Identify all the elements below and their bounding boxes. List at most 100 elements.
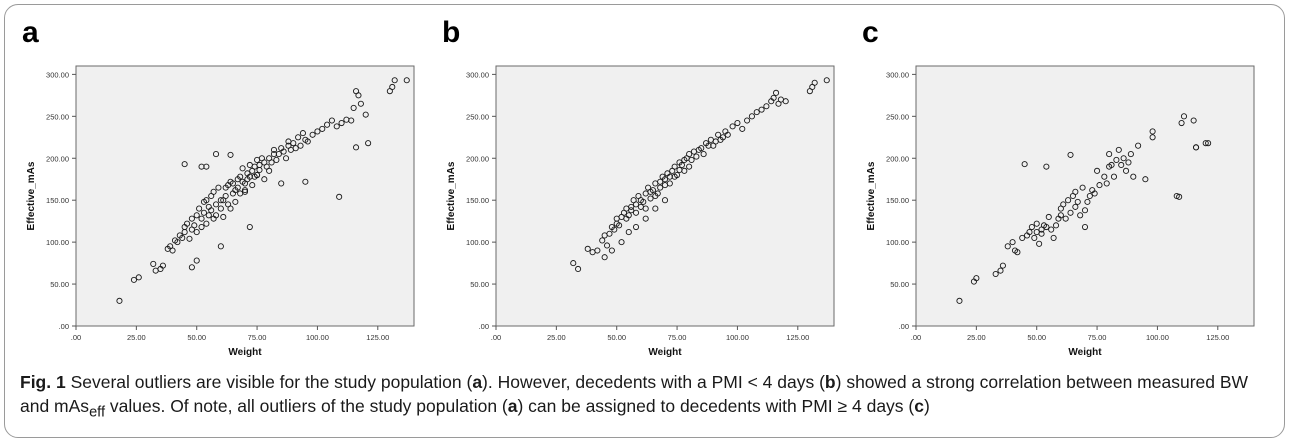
y-tick-label: 50.00 [890,280,909,289]
data-point [661,197,669,204]
data-point [1142,176,1149,183]
x-tick-label: 50.00 [1027,333,1046,342]
data-point [362,111,369,118]
data-point [604,242,611,249]
data-point [1149,134,1156,141]
data-point [355,92,362,99]
data-point [270,146,278,153]
data-point [203,220,210,227]
scatter-chart-a: .00 50.00 100.00 150.00 200.00 250.00 300.00 .0… [26,65,415,358]
data-point [193,257,200,264]
data-point [758,106,765,113]
data-point [333,123,340,130]
x-axis-label: Weight [1068,347,1102,358]
data-point [686,163,693,170]
x-tick-label: 75.00 [668,333,687,342]
plot-area [75,65,415,327]
data-point [1057,212,1064,219]
data-point [686,151,693,158]
data-point [184,220,191,227]
y-tick-label: .00 [479,322,489,331]
data-point [1096,182,1103,189]
y-tick-label: .00 [59,322,69,331]
data-point [1115,146,1122,153]
data-point [186,235,193,242]
data-point [642,215,649,222]
caption-ref-a: a [472,372,483,392]
data-point [719,134,726,141]
data-point [212,151,220,158]
y-tick-label: 250.00 [46,112,69,121]
data-point [130,276,137,283]
data-point [956,297,963,304]
x-tick-label: .00 [491,333,501,342]
data-point [601,254,608,261]
data-point [1106,151,1113,158]
x-tick-label: 25.00 [127,333,146,342]
data-point [159,262,166,269]
y-tick-label: 150.00 [46,196,69,205]
data-point [1113,156,1120,163]
data-point [575,265,582,273]
x-tick-label: 125.00 [786,333,809,342]
data-point [1135,142,1142,149]
data-point [678,161,685,169]
data-point [217,197,224,204]
data-point [1048,226,1055,233]
data-point [1176,193,1183,200]
data-point [999,262,1006,269]
data-point [661,176,669,183]
data-point [1050,234,1057,241]
data-point [642,205,649,212]
data-point [625,229,632,236]
y-tick-label: 100.00 [46,238,69,247]
data-point [282,155,290,162]
data-point [1091,190,1098,197]
data-point [292,145,299,152]
data-point [1067,151,1074,158]
data-point [268,159,275,166]
y-tick-label: 100.00 [886,238,909,247]
data-point [1205,140,1212,147]
data-point [666,180,673,187]
y-tick-label: 200.00 [466,154,489,163]
data-point [188,215,195,222]
data-point [324,121,331,128]
data-point [174,239,181,246]
data-point [753,109,760,116]
data-point [652,205,659,212]
data-point [256,161,263,169]
data-point [239,165,246,172]
data-point [625,212,632,219]
scatter-chart-c: .00 50.00 100.00 150.00 200.00 250.00 300.00 .0… [866,65,1255,358]
data-point [1026,229,1033,236]
data-point [1038,230,1045,237]
data-point [570,260,577,267]
data-point [724,131,731,138]
data-point [229,180,236,187]
data-point [1062,215,1069,222]
data-point [179,234,186,241]
data-point [973,275,980,282]
y-tick-label: 50.00 [470,280,489,289]
panel-label-b: b [442,16,461,49]
data-point [1019,234,1026,241]
data-point [763,103,770,110]
data-point [338,119,345,127]
data-point [198,215,205,222]
data-point [770,94,777,101]
data-point [1190,117,1197,124]
data-point [640,198,647,205]
data-point [823,77,830,84]
data-point [1060,201,1067,208]
data-point [606,230,613,237]
data-point [628,203,635,210]
data-point [309,131,316,138]
data-point [232,198,239,205]
y-tick-label: 50.00 [50,280,69,289]
data-point [191,222,198,229]
panel-label-c: c [862,16,879,49]
data-point [1077,212,1084,219]
data-point [715,131,722,138]
data-point [357,100,364,107]
